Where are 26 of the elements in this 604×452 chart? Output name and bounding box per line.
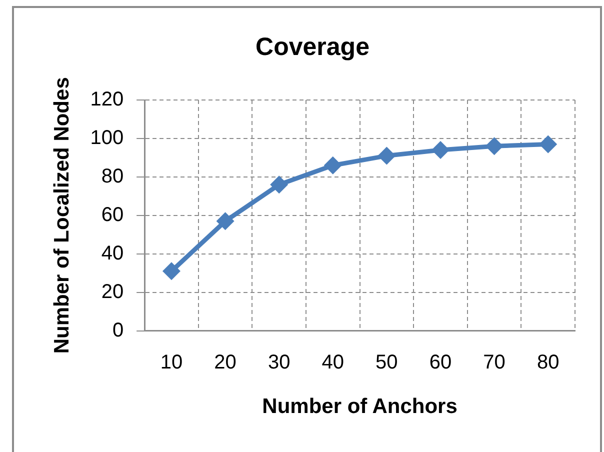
y-axis-title: Number of Localized Nodes xyxy=(50,77,74,354)
y-tick-label: 60 xyxy=(101,204,124,226)
y-tick-label: 0 xyxy=(112,319,124,342)
x-tick-label: 70 xyxy=(483,351,506,374)
y-tick-label: 20 xyxy=(101,280,124,303)
point xyxy=(270,176,288,194)
point xyxy=(539,135,558,154)
point xyxy=(378,146,396,165)
point xyxy=(431,141,450,160)
x-tick-label: 40 xyxy=(322,351,344,374)
x-tick-label: 50 xyxy=(376,351,398,374)
point xyxy=(162,262,180,280)
x-tick-label: 30 xyxy=(268,351,290,374)
x-axis-title: Number of Anchors xyxy=(262,395,458,418)
y-tick-label: 100 xyxy=(90,126,124,149)
y-tick-label: 80 xyxy=(101,165,124,188)
point xyxy=(216,212,234,230)
point xyxy=(485,137,504,156)
x-tick-label: 10 xyxy=(160,351,183,374)
chart-title: Coverage xyxy=(256,32,370,61)
x-tick-label: 80 xyxy=(536,351,560,374)
x-tick-label: 60 xyxy=(429,351,452,374)
y-tick-label: 40 xyxy=(101,242,124,264)
point xyxy=(324,156,342,174)
x-tick-label: 20 xyxy=(214,351,236,374)
y-tick-label: 120 xyxy=(90,88,124,111)
